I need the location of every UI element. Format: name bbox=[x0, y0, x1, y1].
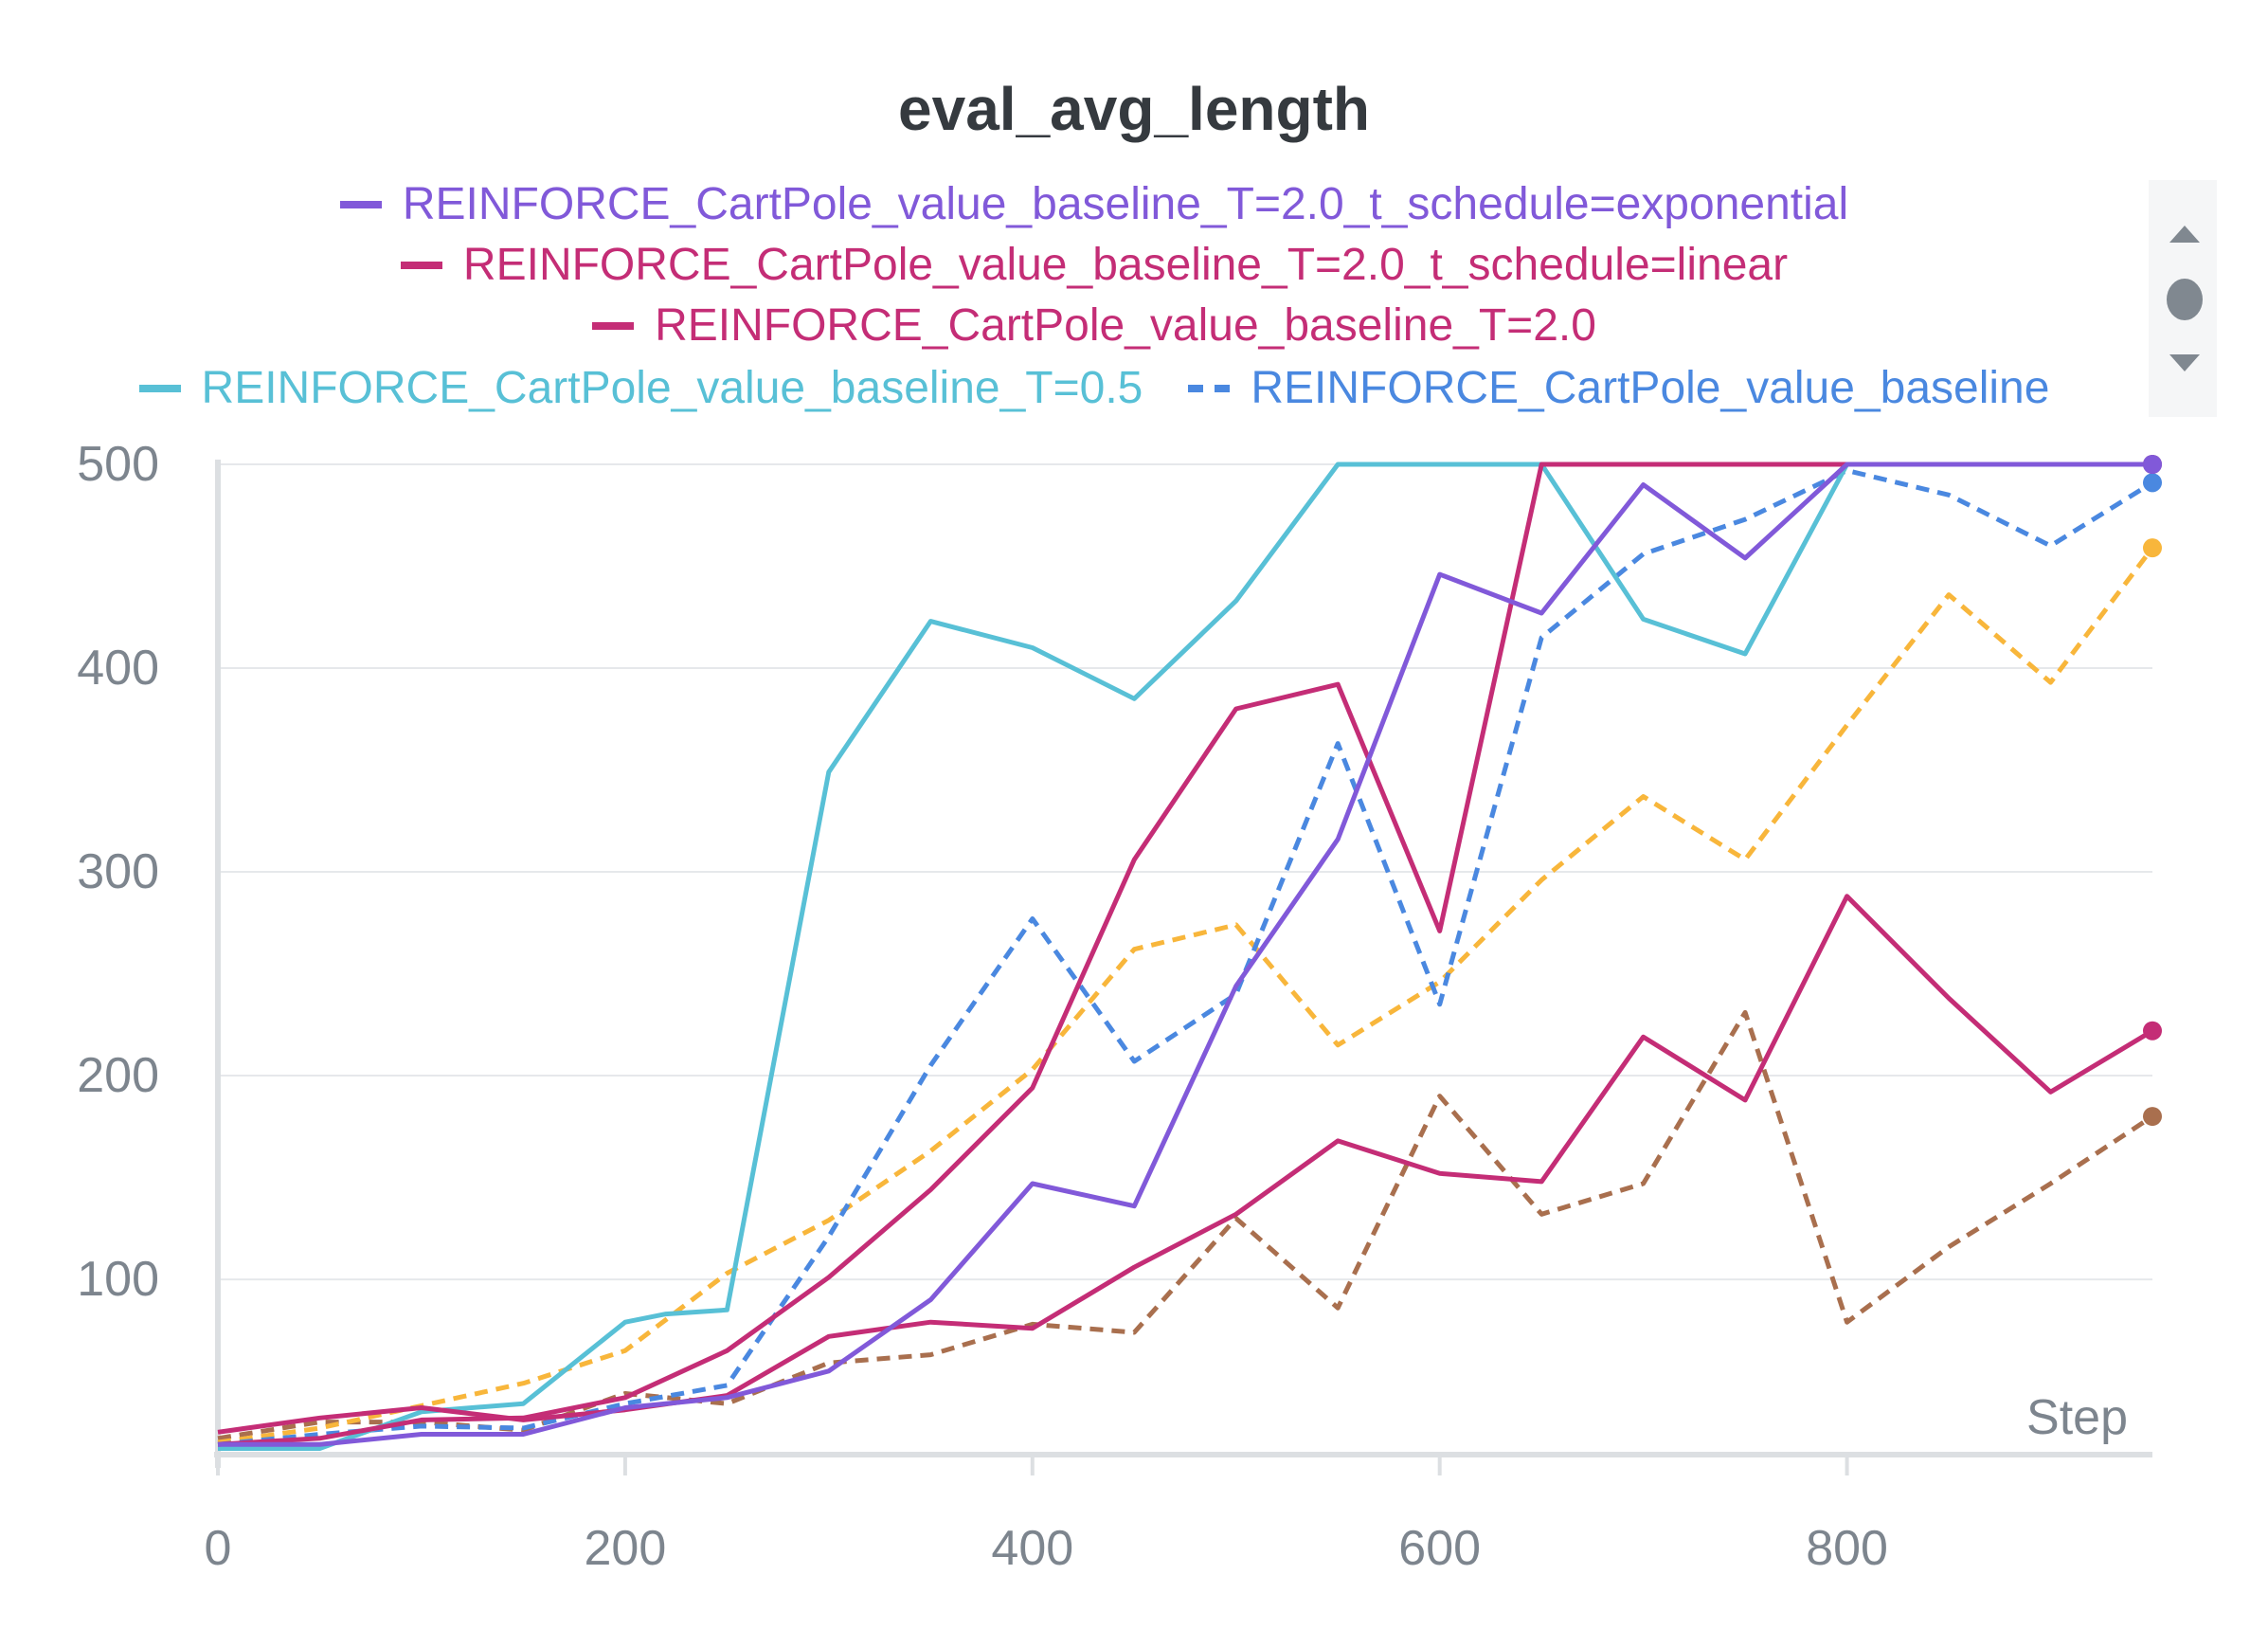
series-line bbox=[217, 894, 2154, 1435]
y-tick-label: 400 bbox=[77, 641, 159, 696]
y-tick-label: 100 bbox=[77, 1252, 159, 1307]
legend-row: REINFORCE_CartPole_value_baseline_T=2.0 bbox=[0, 299, 2188, 352]
legend-label: REINFORCE_CartPole_value_baseline_T=2.0_… bbox=[462, 240, 1789, 290]
y-tick-label: 300 bbox=[77, 844, 159, 899]
chart-title: eval_avg_length bbox=[898, 75, 1370, 143]
series-line bbox=[217, 1009, 2154, 1441]
legend-item[interactable]: REINFORCE_CartPole_value_baseline bbox=[1188, 362, 2049, 414]
legend-label: REINFORCE_CartPole_value_baseline bbox=[1251, 363, 2050, 413]
series-end-marker bbox=[2143, 538, 2162, 558]
x-tick-label: 200 bbox=[585, 1521, 667, 1576]
y-tick-label: 500 bbox=[77, 437, 159, 492]
legend-swatch bbox=[138, 384, 181, 392]
legend-item[interactable]: REINFORCE_CartPole_value_baseline_T=2.0_… bbox=[339, 178, 1849, 230]
legend-label: REINFORCE_CartPole_value_baseline_T=0.5 bbox=[201, 363, 1143, 413]
series-line bbox=[217, 546, 2154, 1445]
x-axis-label: Step bbox=[2026, 1390, 2128, 1445]
scroll-up-icon[interactable] bbox=[2169, 226, 2200, 243]
series-line bbox=[217, 462, 2152, 1447]
legend-row: REINFORCE_CartPole_value_baseline_T=2.0_… bbox=[0, 239, 2188, 291]
legend-item[interactable]: REINFORCE_CartPole_value_baseline_T=2.0_… bbox=[400, 239, 1789, 291]
legend-scroll-controls bbox=[2167, 226, 2203, 371]
legend-label: REINFORCE_CartPole_value_baseline_T=2.0 bbox=[655, 300, 1596, 351]
legend-swatch bbox=[339, 200, 382, 208]
x-tick-label: 800 bbox=[1806, 1521, 1888, 1576]
series-line bbox=[218, 462, 2152, 1447]
series-end-marker bbox=[2143, 1021, 2162, 1041]
scroll-thumb-icon[interactable] bbox=[2167, 279, 2203, 320]
series-line bbox=[218, 462, 2152, 1451]
legend-swatch bbox=[1188, 384, 1231, 392]
legend-swatch bbox=[400, 261, 442, 269]
series-line bbox=[217, 468, 2154, 1447]
y-tick-label: 200 bbox=[77, 1048, 159, 1103]
legend-row: REINFORCE_CartPole_value_baseline_T=2.0_… bbox=[0, 178, 2188, 230]
series-end-marker bbox=[2143, 1107, 2162, 1127]
legend-row: REINFORCE_CartPole_value_baseline_T=0.5 R… bbox=[0, 362, 2188, 414]
scroll-down-icon[interactable] bbox=[2169, 354, 2200, 371]
legend-item[interactable]: REINFORCE_CartPole_value_baseline_T=2.0 bbox=[592, 299, 1596, 352]
x-tick-label: 600 bbox=[1398, 1521, 1481, 1576]
legend-label: REINFORCE_CartPole_value_baseline_T=2.0_… bbox=[402, 179, 1849, 229]
x-tick-label: 0 bbox=[205, 1521, 232, 1576]
legend-swatch bbox=[592, 321, 635, 330]
legend-scroller[interactable] bbox=[2149, 180, 2217, 417]
x-tick-label: 400 bbox=[991, 1521, 1073, 1576]
legend-item[interactable]: REINFORCE_CartPole_value_baseline_T=0.5 bbox=[138, 362, 1143, 414]
series-end-marker bbox=[2143, 473, 2162, 493]
series-end-marker bbox=[2143, 455, 2162, 474]
